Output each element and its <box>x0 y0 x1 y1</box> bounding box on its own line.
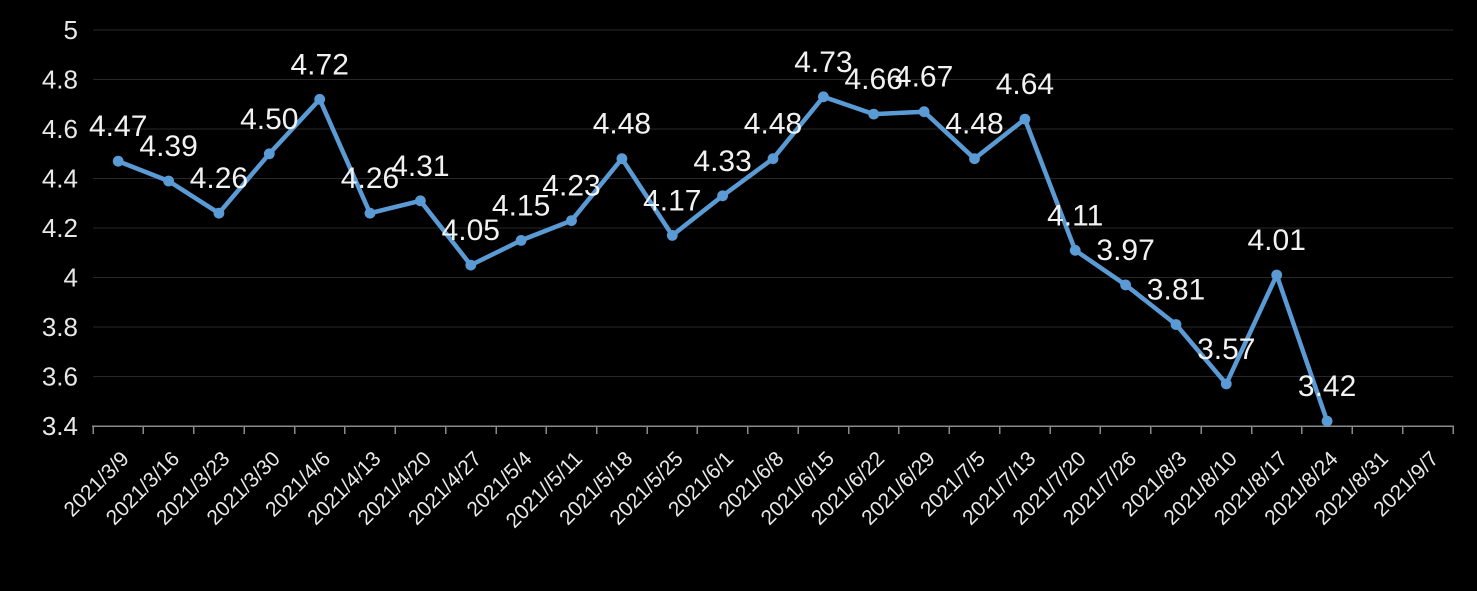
data-label: 3.57 <box>1197 333 1255 366</box>
data-point-marker <box>263 148 275 160</box>
data-point-marker <box>314 93 326 105</box>
y-tick-label: 4.4 <box>42 164 78 194</box>
data-point-marker <box>364 207 376 219</box>
data-label: 4.73 <box>794 46 852 79</box>
data-label: 4.50 <box>240 103 298 136</box>
data-point-marker <box>868 108 880 120</box>
data-point-marker <box>717 190 728 202</box>
data-point-marker <box>1220 378 1232 390</box>
y-tick-label: 3.8 <box>42 312 78 342</box>
data-label: 4.15 <box>492 189 550 222</box>
y-tick-label: 4.8 <box>42 65 78 95</box>
data-point-marker <box>1321 415 1333 427</box>
data-label: 4.66 <box>845 63 903 96</box>
data-label: 4.05 <box>442 214 500 247</box>
data-label: 4.72 <box>291 48 349 81</box>
y-tick-label: 3.6 <box>42 362 78 392</box>
data-point-marker <box>515 235 527 246</box>
data-point-marker <box>918 106 930 118</box>
data-label: 4.23 <box>542 170 600 203</box>
data-point-marker <box>1069 244 1081 256</box>
data-label: 3.81 <box>1147 274 1205 307</box>
data-label: 4.48 <box>744 108 802 141</box>
data-point-marker <box>163 175 175 187</box>
data-point-marker <box>969 153 980 165</box>
data-point-marker <box>1120 279 1131 291</box>
data-label: 4.26 <box>341 162 399 195</box>
data-label: 3.97 <box>1096 234 1154 267</box>
data-point-marker <box>1271 269 1283 281</box>
data-label: 4.31 <box>391 150 449 183</box>
y-tick-label: 4.2 <box>42 213 78 243</box>
data-point-marker <box>767 153 779 165</box>
data-point-marker <box>112 155 124 167</box>
data-label: 4.17 <box>643 184 701 217</box>
data-point-marker <box>1170 319 1182 330</box>
y-tick-label: 4 <box>64 263 78 293</box>
data-label: 4.64 <box>996 68 1054 101</box>
data-label: 4.11 <box>1047 199 1103 232</box>
data-point-marker <box>566 215 577 227</box>
data-label: 4.47 <box>89 110 147 143</box>
data-label: 4.48 <box>593 108 651 141</box>
data-point-marker <box>616 153 628 165</box>
data-point-marker <box>818 91 829 103</box>
data-label: 4.33 <box>693 145 751 178</box>
data-point-marker <box>666 230 678 241</box>
data-label: 3.42 <box>1298 370 1356 403</box>
y-tick-label: 3.4 <box>42 411 78 441</box>
data-point-marker <box>415 195 426 207</box>
y-tick-label: 5 <box>64 15 78 45</box>
data-point-marker <box>1019 113 1031 125</box>
data-label: 4.48 <box>945 108 1003 141</box>
data-point-marker <box>213 207 225 219</box>
y-tick-label: 4.6 <box>42 114 78 144</box>
data-label: 4.39 <box>139 130 197 163</box>
data-label: 4.01 <box>1248 224 1306 257</box>
data-label: 4.26 <box>190 162 248 195</box>
data-label: 4.67 <box>895 61 953 94</box>
data-point-marker <box>465 259 477 271</box>
